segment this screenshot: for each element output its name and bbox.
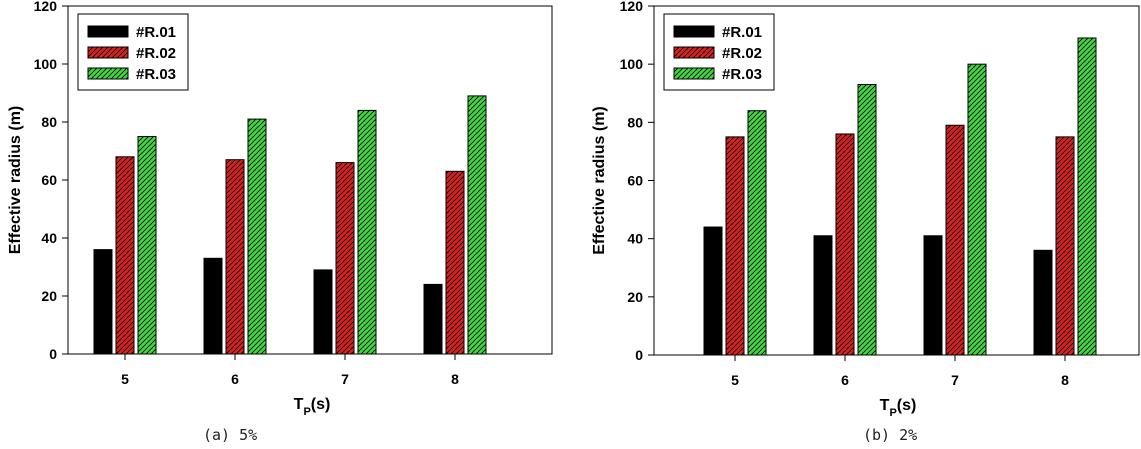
x-tick-label: 7 <box>341 371 349 387</box>
bar-r02-6 <box>225 159 245 355</box>
y-tick-label: 120 <box>34 0 58 14</box>
y-tick-label: 100 <box>620 56 644 72</box>
chart-panel-a: 0 20 40 60 80 100 120 5 6 7 8 #R.01 #R.02 #R.03 Effect… <box>0 0 570 449</box>
y-tick-label: 80 <box>41 114 57 130</box>
legend-label: #R.02 <box>722 45 762 62</box>
y-tick-label: 40 <box>41 230 57 246</box>
y-tick-label: 80 <box>627 114 643 130</box>
chart-caption-a: (a) 5% <box>203 426 258 444</box>
bar-r03-7 <box>357 109 377 355</box>
y-tick-label: 0 <box>49 346 57 362</box>
bar-r02-5 <box>115 156 135 355</box>
y-axis-title: Effective radius (m) <box>591 106 608 254</box>
y-tick-label: 0 <box>635 347 643 363</box>
chart-svg-a: 0 20 40 60 80 100 120 5 6 7 8 #R.01 #R.02 #R.03 Effect… <box>7 0 553 418</box>
chart-caption-b: (b) 2% <box>863 426 918 444</box>
bar-r02-8 <box>445 170 465 355</box>
y-tick-label: 20 <box>41 288 57 304</box>
x-tick-label: 7 <box>951 372 959 388</box>
y-tick-label: 60 <box>41 172 57 188</box>
x-tick-label: 5 <box>731 372 739 388</box>
bar-r03-5 <box>137 136 157 355</box>
x-tick-label: 6 <box>231 371 239 387</box>
bar-r02-7 <box>945 124 965 356</box>
bar-r02-5 <box>725 136 745 356</box>
bar-r03-6 <box>247 118 267 355</box>
x-tick-label: 8 <box>451 371 459 387</box>
bar-r02-7 <box>335 162 355 355</box>
bar-r01-6 <box>813 235 833 356</box>
legend-label: #R.03 <box>722 66 762 83</box>
x-tick-label: 6 <box>841 372 849 388</box>
bar-r03-5 <box>747 110 767 356</box>
bar-r02-8 <box>1055 136 1075 356</box>
y-tick-label: 60 <box>627 173 643 189</box>
bar-r01-5 <box>93 249 113 355</box>
chart-panel-b: 0 20 40 60 80 100 120 5 6 7 8 #R.01 #R.02 #R.03 Effect… <box>586 0 1141 449</box>
bar-r01-6 <box>203 257 223 355</box>
bar-r01-8 <box>1033 249 1053 356</box>
bar-r02-6 <box>835 133 855 356</box>
legend-label: #R.01 <box>136 24 176 41</box>
bar-r01-5 <box>703 226 723 356</box>
x-tick-label: 8 <box>1061 372 1069 388</box>
y-tick-label: 100 <box>34 56 58 72</box>
y-tick-label: 40 <box>627 231 643 247</box>
bar-r01-8 <box>423 283 443 355</box>
bar-r01-7 <box>313 269 333 355</box>
legend-swatch <box>87 25 129 38</box>
legend-swatch <box>673 25 715 38</box>
y-tick-label: 20 <box>627 289 643 305</box>
bar-r03-6 <box>857 84 877 356</box>
legend-swatch <box>673 67 715 80</box>
legend-swatch <box>87 67 129 80</box>
x-axis-title: TP(s) <box>294 396 331 418</box>
legend-label: #R.03 <box>136 66 176 83</box>
y-tick-label: 120 <box>620 0 644 14</box>
bar-r03-8 <box>1077 37 1097 356</box>
bar-r03-8 <box>467 95 487 355</box>
legend-label: #R.02 <box>136 45 176 62</box>
bar-r03-7 <box>967 63 987 356</box>
bar-r01-7 <box>923 235 943 356</box>
legend-swatch <box>87 46 129 59</box>
legend-swatch <box>673 46 715 59</box>
y-axis-title: Effective radius (m) <box>7 106 24 254</box>
legend-label: #R.01 <box>722 24 762 41</box>
chart-svg-b: 0 20 40 60 80 100 120 5 6 7 8 #R.01 #R.02 #R.03 Effect… <box>591 0 1140 419</box>
x-axis-title: TP(s) <box>880 397 917 419</box>
x-tick-label: 5 <box>121 371 129 387</box>
